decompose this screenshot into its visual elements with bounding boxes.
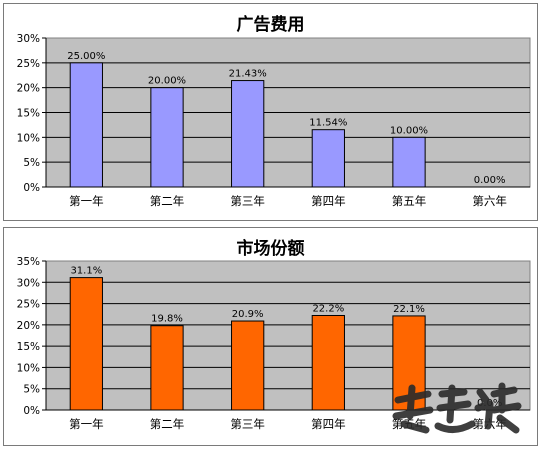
- bar: [311, 314, 345, 411]
- y-tick-label: 20%: [17, 83, 40, 95]
- y-tick-label: 10%: [17, 362, 40, 374]
- y-tick-label: 0%: [23, 405, 40, 417]
- data-label: 19.8%: [151, 314, 183, 325]
- data-label: 22.2%: [312, 303, 344, 314]
- bar: [231, 320, 265, 411]
- bar: [150, 87, 184, 188]
- chart-title: 广告费用: [236, 15, 305, 35]
- y-tick-label: 10%: [17, 132, 40, 144]
- x-tick-label: 第三年: [230, 417, 265, 431]
- y-tick-label: 30%: [17, 277, 40, 289]
- y-tick-label: 15%: [17, 341, 40, 353]
- chart-title: 市场份额: [236, 239, 305, 259]
- watermark-logo: [392, 382, 522, 434]
- bar: [150, 325, 184, 411]
- x-tick-label: 第二年: [150, 417, 185, 431]
- y-tick-label: 20%: [17, 320, 40, 332]
- x-tick-label: 第一年: [69, 194, 104, 208]
- data-label: 21.43%: [229, 69, 267, 80]
- bar-chart-market-share: 0% 5% 10% 15% 20% 25% 30% 35% 31.1% 第一年 19.8% 第二年 20…: [17, 256, 531, 431]
- data-label: 11.54%: [309, 118, 347, 129]
- bar: [311, 129, 345, 188]
- y-tick-label: 35%: [17, 256, 40, 268]
- data-label: 0.00%: [474, 175, 506, 186]
- data-label: 20.00%: [148, 76, 186, 87]
- x-tick-label: 第三年: [230, 194, 265, 208]
- x-tick-label: 第四年: [311, 417, 346, 431]
- y-tick-label: 30%: [17, 33, 40, 45]
- y-tick-label: 25%: [17, 299, 40, 311]
- x-tick-label: 第四年: [311, 194, 346, 208]
- x-tick-label: 第一年: [69, 417, 104, 431]
- bar: [69, 277, 103, 411]
- data-label: 10.00%: [390, 125, 428, 136]
- y-tick-label: 0%: [23, 182, 40, 194]
- bar: [392, 136, 426, 188]
- x-tick-label: 第五年: [392, 194, 427, 208]
- data-label: 25.00%: [67, 51, 105, 62]
- plot-area: [45, 260, 531, 411]
- x-tick-label: 第二年: [150, 194, 185, 208]
- bar: [231, 80, 265, 188]
- chart-panel-ad-cost: 广告费用 0% 5% 10% 15% 20% 25% 30% 25.00% 第一年 20.00% 第…: [3, 3, 538, 221]
- bar: [69, 62, 103, 188]
- data-label: 31.1%: [70, 266, 102, 277]
- y-tick-label: 15%: [17, 108, 40, 120]
- y-tick-label: 5%: [23, 384, 40, 396]
- y-tick-label: 25%: [17, 58, 40, 70]
- y-tick-label: 5%: [23, 157, 40, 169]
- bar-chart-ad-cost: 0% 5% 10% 15% 20% 25% 30% 25.00% 第一年 20.00% 第二年 21.…: [17, 33, 531, 208]
- x-tick-label: 第六年: [472, 194, 507, 208]
- data-label: 20.9%: [232, 309, 264, 320]
- data-label: 22.1%: [393, 304, 425, 315]
